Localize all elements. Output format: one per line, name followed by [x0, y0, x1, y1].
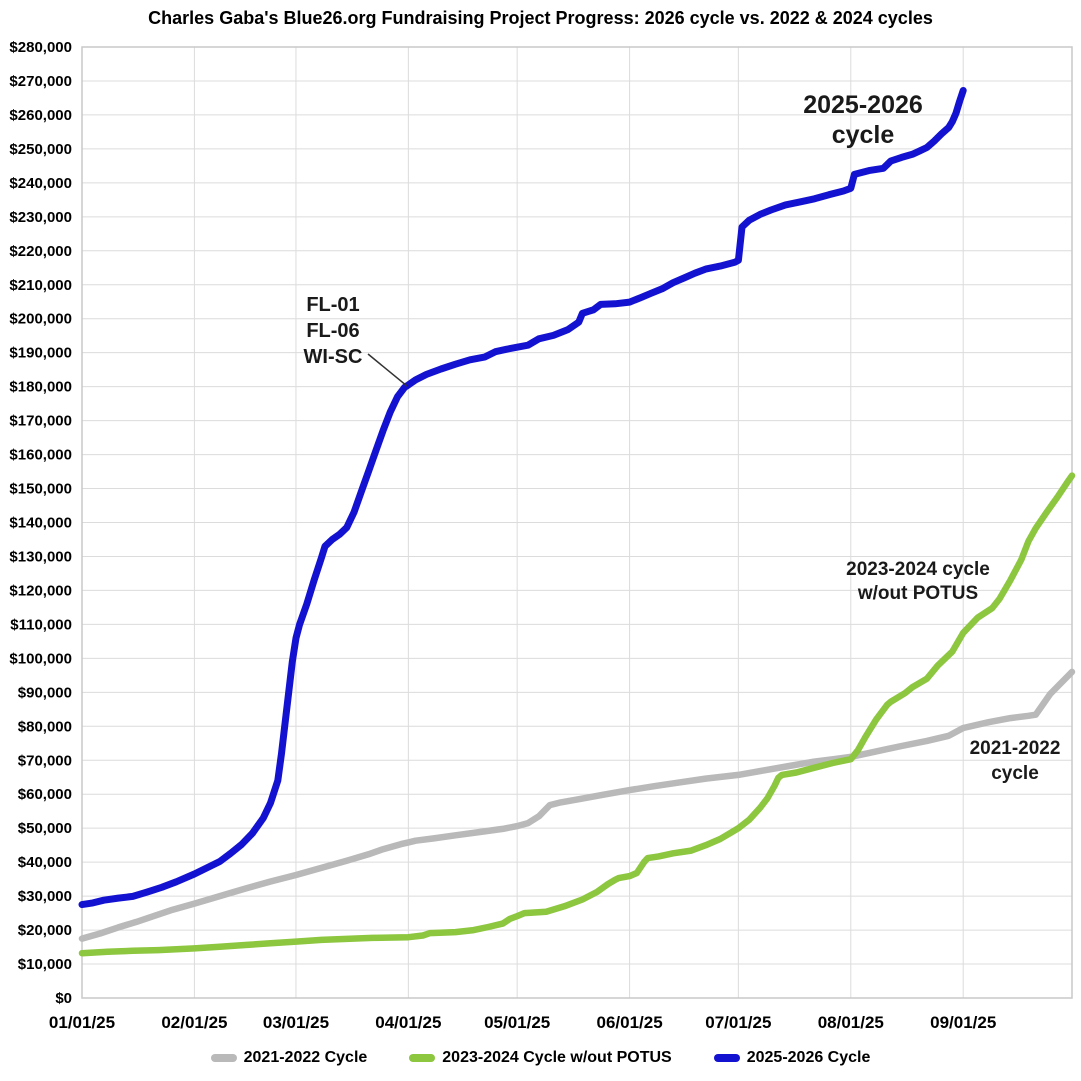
y-axis-tick-label: $140,000: [9, 515, 72, 532]
y-axis-tick-label: $130,000: [9, 548, 72, 565]
annotation-leader-line: [367, 353, 408, 387]
plot-border: [81, 46, 1073, 999]
x-axis-tick-label: 09/01/25: [930, 1013, 996, 1032]
y-axis-tick-label: $180,000: [9, 379, 72, 396]
label-2023-2024-cycle-line: 2023-2024 cycle: [846, 559, 990, 580]
legend-label: 2023-2024 Cycle w/out POTUS: [442, 1049, 672, 1066]
y-axis-tick-label: $80,000: [18, 718, 72, 735]
y-axis-tick-label: $230,000: [9, 209, 72, 226]
series-line-2021-2022-cycle: [78, 668, 1076, 942]
label-2021-2022-cycle-line: 2021-2022: [970, 738, 1061, 759]
label-special-elections-line: FL-06: [306, 320, 359, 342]
chart-legend: 2021-2022 Cycle 2023-2024 Cycle w/out POT…: [0, 1042, 1081, 1074]
y-axis-tick-label: $60,000: [18, 786, 72, 803]
y-axis-tick-label: $170,000: [9, 413, 72, 430]
label-2025-2026-cycle-line: 2025-2026: [803, 91, 923, 119]
legend-swatch-icon: [210, 1054, 237, 1062]
y-axis-tick-label: $200,000: [9, 311, 72, 328]
legend-swatch-icon: [409, 1054, 436, 1062]
y-axis-tick-label: $20,000: [18, 922, 72, 939]
legend-item-2023-2024-cycle-w-out-potus: 2023-2024 Cycle w/out POTUS: [409, 1049, 672, 1067]
label-special-elections-line: FL-01: [306, 294, 359, 316]
label-2021-2022-cycle-line: cycle: [991, 763, 1039, 784]
y-axis-tick-label: $240,000: [9, 175, 72, 192]
y-axis-tick-label: $160,000: [9, 447, 72, 464]
chart-title: Charles Gaba's Blue26.org Fundraising Pr…: [148, 8, 933, 28]
y-axis-tick-label: $90,000: [18, 684, 72, 701]
y-axis-tick-label: $10,000: [18, 956, 72, 973]
x-axis-tick-label: 08/01/25: [818, 1013, 884, 1032]
label-2025-2026-cycle-line: cycle: [832, 121, 895, 149]
y-axis-tick-label: $50,000: [18, 820, 72, 837]
label-special-elections: FL-01 FL-06 WI-SC: [304, 294, 363, 368]
y-axis-tick-label: $40,000: [18, 854, 72, 871]
x-axis-tick-label: 03/01/25: [263, 1013, 329, 1032]
x-axis-tick-label: 05/01/25: [484, 1013, 550, 1032]
y-axis-tick-label: $260,000: [9, 107, 72, 124]
label-2021-2022-cycle: 2021-2022 cycle: [970, 738, 1061, 784]
y-axis-tick-label: $150,000: [9, 481, 72, 498]
y-axis-tick-label: $0: [55, 990, 72, 1007]
legend-label: 2025-2026 Cycle: [746, 1049, 871, 1066]
y-axis-tick-label: $120,000: [9, 582, 72, 599]
y-axis-tick-label: $30,000: [18, 888, 72, 905]
legend-swatch-icon: [713, 1054, 740, 1062]
gridlines: [81, 46, 1072, 999]
legend-item-2021-2022-cycle: 2021-2022 Cycle: [210, 1049, 368, 1067]
legend-item-2025-2026-cycle: 2025-2026 Cycle: [713, 1049, 871, 1067]
y-axis-tick-label: $250,000: [9, 141, 72, 158]
y-axis-tick-label: $190,000: [9, 345, 72, 362]
label-2025-2026-cycle: 2025-2026 cycle: [803, 91, 923, 149]
y-axis-tick-label: $280,000: [9, 39, 72, 56]
y-axis-tick-label: $270,000: [9, 73, 72, 90]
x-axis-tick-label: 02/01/25: [161, 1013, 227, 1032]
label-special-elections-line: WI-SC: [304, 346, 363, 368]
x-axis-tick-label: 07/01/25: [705, 1013, 771, 1032]
label-2023-2024-cycle-line: w/out POTUS: [857, 583, 978, 604]
y-axis-tick-label: $220,000: [9, 243, 72, 260]
y-axis-tick-label: $210,000: [9, 277, 72, 294]
x-axis-tick-label: 01/01/25: [49, 1013, 115, 1032]
x-axis-tick-label: 06/01/25: [596, 1013, 662, 1032]
legend-label: 2021-2022 Cycle: [243, 1049, 368, 1066]
label-2023-2024-cycle: 2023-2024 cycle w/out POTUS: [846, 559, 990, 604]
series-line-2023-2024-cycle-w-out-potus: [78, 472, 1076, 957]
y-axis-tick-label: $110,000: [10, 616, 72, 633]
y-axis-tick-label: $100,000: [9, 650, 72, 667]
x-axis-tick-label: 04/01/25: [375, 1013, 441, 1032]
y-axis-tick-label: $70,000: [18, 752, 72, 769]
series-line-2025-2026-cycle: [78, 87, 967, 909]
